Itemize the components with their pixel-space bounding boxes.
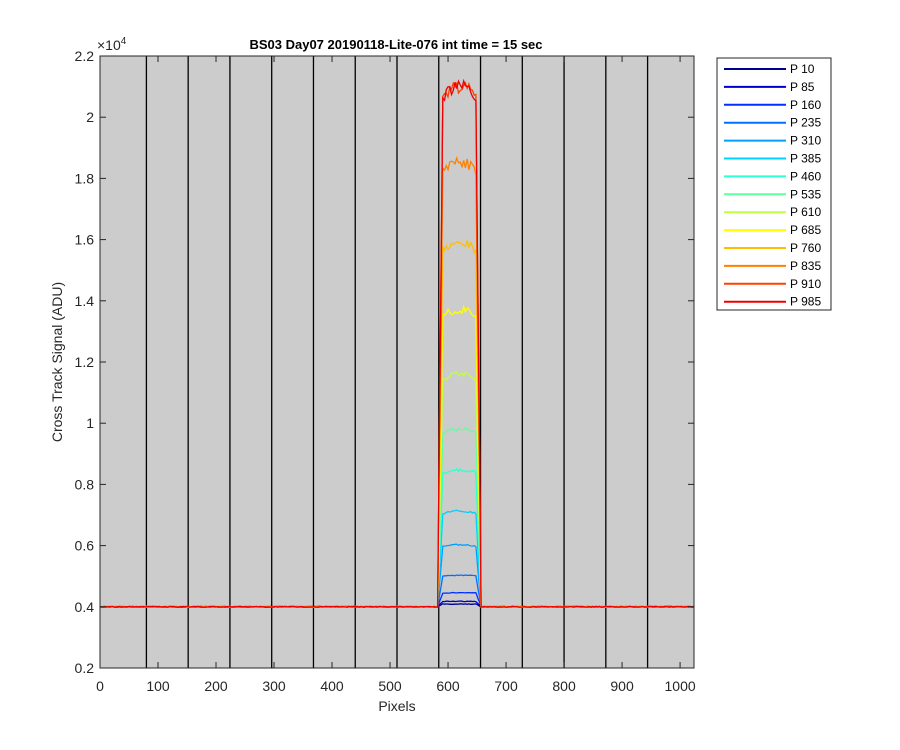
y-exponent-power: 4: [121, 36, 127, 47]
legend-label: P 535: [790, 187, 821, 201]
x-tick-label: 100: [146, 678, 170, 694]
legend-label: P 760: [790, 241, 821, 255]
legend-label: P 835: [790, 259, 821, 273]
x-tick-label: 400: [320, 678, 344, 694]
legend: P 10 P 85 P 160 P 235 P 310 P 385 P 460 P 535 P …: [716, 57, 832, 311]
y-tick-label: 0.8: [75, 476, 95, 492]
legend-label: P 685: [790, 223, 821, 237]
legend-label: P 460: [790, 169, 821, 183]
x-tick-label: 900: [610, 678, 634, 694]
x-tick-label: 700: [494, 678, 518, 694]
y-tick-label: 0.2: [75, 660, 95, 676]
x-tick-label: 200: [204, 678, 228, 694]
y-tick-label: 2: [86, 109, 94, 125]
y-axis-label: Cross Track Signal (ADU): [49, 282, 65, 442]
y-tick-label: 0.6: [75, 538, 95, 554]
y-exponent-base: ×10: [97, 37, 121, 53]
y-axis: 0.2 0.4 0.6 0.8 1 1.2 1.4 1.6 1.8 2 2.2: [75, 48, 694, 676]
y-tick-label: 0.4: [75, 599, 95, 615]
x-tick-label: 800: [552, 678, 576, 694]
x-tick-label: 1000: [665, 678, 696, 694]
y-tick-label: 1.6: [75, 232, 95, 248]
legend-label: P 85: [790, 80, 815, 94]
y-tick-label: 1: [86, 415, 94, 431]
legend-label: P 610: [790, 205, 821, 219]
legend-box: [716, 57, 832, 311]
x-axis-label: Pixels: [378, 698, 415, 714]
x-tick-label: 600: [436, 678, 460, 694]
x-tick-label: 300: [262, 678, 286, 694]
legend-label: P 985: [790, 295, 821, 309]
vertical-lines: [145, 56, 649, 668]
legend-label: P 235: [790, 116, 821, 130]
legend-label: P 310: [790, 134, 821, 148]
y-exponent: ×104: [97, 36, 127, 53]
x-axis: 0 100 200 300 400 500 600 700 800 900 1000: [96, 56, 696, 694]
legend-label: P 910: [790, 277, 821, 291]
x-tick-label: 0: [96, 678, 104, 694]
y-tick-label: 1.2: [75, 354, 95, 370]
legend-label: P 10: [790, 62, 815, 76]
y-tick-label: 2.2: [75, 48, 95, 64]
chart-title: BS03 Day07 20190118-Lite-076 int time = …: [249, 37, 542, 52]
legend-label: P 385: [790, 152, 821, 166]
x-tick-label: 500: [378, 678, 402, 694]
series-lines: [99, 78, 694, 609]
y-tick-label: 1.8: [75, 170, 95, 186]
y-tick-label: 1.4: [75, 293, 95, 309]
series-line: [99, 78, 694, 608]
legend-label: P 160: [790, 98, 821, 112]
